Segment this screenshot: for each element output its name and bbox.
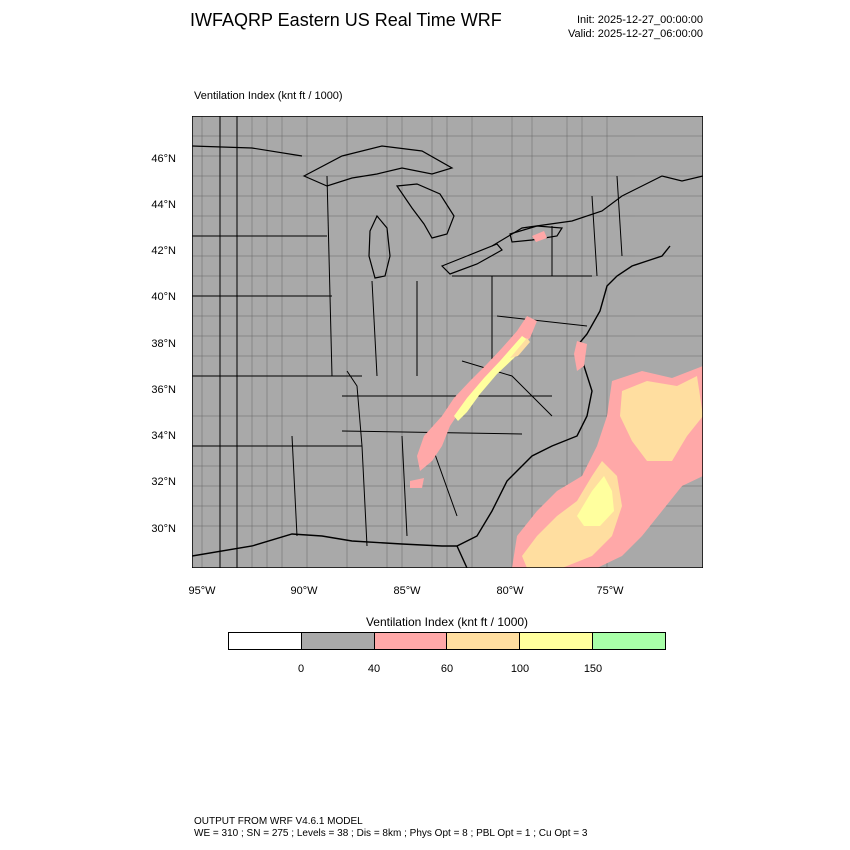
valid-time: Valid: 2025-12-27_06:00:00 — [568, 28, 703, 40]
legend-box-0 — [229, 633, 302, 649]
legend-title: Ventilation Index (knt ft / 1000) — [365, 615, 529, 629]
legend-box-1 — [301, 633, 375, 649]
lat-label-46: 46°N — [151, 153, 176, 165]
legend-box-5 — [593, 633, 665, 649]
lat-label-32: 32°N — [151, 476, 176, 488]
init-time: Init: 2025-12-27_00:00:00 — [577, 14, 703, 26]
legend-box-2 — [374, 633, 448, 649]
map-panel — [192, 116, 703, 568]
legend-tick-100: 100 — [510, 663, 530, 675]
lat-label-30: 30°N — [151, 523, 176, 535]
lat-label-40: 40°N — [151, 291, 176, 303]
legend-tick-60: 60 — [440, 663, 454, 675]
lon-label-75: 75°W — [596, 585, 624, 597]
model-info-line2: WE = 310 ; SN = 275 ; Levels = 38 ; Dis … — [194, 828, 588, 839]
model-info: OUTPUT FROM WRF V4.6.1 MODEL WE = 310 ; … — [194, 816, 587, 840]
legend-box-3 — [447, 633, 521, 649]
time-info: Init: 2025-12-27_00:00:00 Valid: 2025-12… — [568, 13, 703, 41]
lake-michigan — [368, 214, 391, 279]
vi-40-60-ny — [532, 231, 547, 242]
coastline — [192, 245, 671, 557]
lat-label-42: 42°N — [151, 245, 176, 257]
lon-label-90: 90°W — [290, 585, 318, 597]
model-info-line1: OUTPUT FROM WRF V4.6.1 MODEL — [194, 816, 363, 827]
plot-label: Ventilation Index (knt ft / 1000) — [194, 90, 343, 102]
lat-label-38: 38°N — [151, 338, 176, 350]
lon-label-80: 80°W — [496, 585, 524, 597]
vi-40-60-georgia — [410, 478, 424, 488]
vi-60-100-atlantic — [620, 376, 703, 461]
lat-label-34: 34°N — [151, 430, 176, 442]
chart-title: IWFAQRP Eastern US Real Time WRF — [190, 10, 502, 30]
vi-40-60-delmarva — [574, 341, 587, 371]
legend-tick-40: 40 — [367, 663, 381, 675]
legend-tick-150: 150 — [583, 663, 603, 675]
vi-100-150-ridge — [454, 336, 528, 421]
lat-label-44: 44°N — [151, 199, 176, 211]
vi-100-150-south — [577, 476, 614, 526]
vi-60-100-ridge-edge — [510, 338, 530, 358]
legend-tick-0: 0 — [297, 663, 305, 675]
florida-coast — [456, 545, 468, 568]
legend-colorbar — [228, 632, 666, 650]
lat-label-36: 36°N — [151, 384, 176, 396]
lon-label-95: 95°W — [188, 585, 216, 597]
legend-box-4 — [520, 633, 594, 649]
lon-label-85: 85°W — [393, 585, 421, 597]
